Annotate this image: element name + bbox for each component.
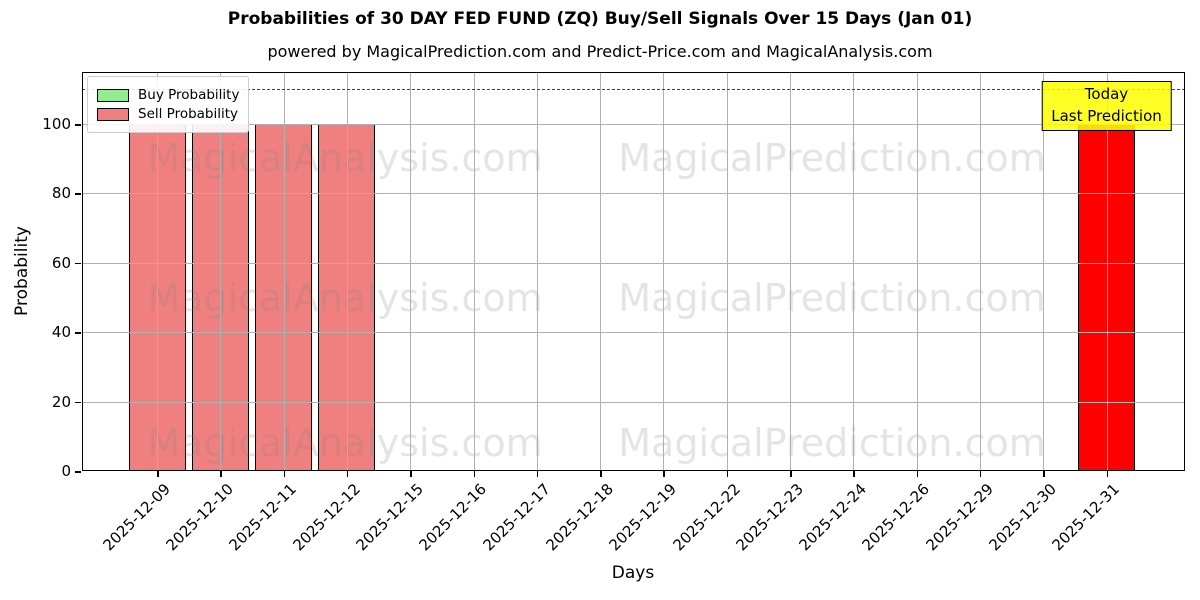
- y-tick-label: 40: [51, 323, 71, 342]
- watermark: MagicalAnalysis.com: [147, 276, 543, 320]
- plot-area: Buy Probability Sell Probability Today L…: [82, 72, 1185, 471]
- x-tick-label: 2025-12-17: [479, 480, 554, 555]
- x-tick-mark: [979, 471, 982, 477]
- annotation-line-2: Last Prediction: [1051, 106, 1162, 125]
- x-tick-label: 2025-12-29: [922, 480, 997, 555]
- x-tick-label: 2025-12-23: [732, 480, 807, 555]
- x-axis-label: Days: [611, 563, 655, 583]
- x-tick-mark: [1106, 471, 1108, 477]
- x-tick-label: 2025-12-24: [795, 480, 871, 555]
- legend-item-sell: Sell Probability: [97, 106, 239, 122]
- chart-subtitle: powered by MagicalPrediction.com and Pre…: [267, 42, 933, 61]
- x-tick-mark: [663, 471, 665, 477]
- legend-label-buy: Buy Probability: [138, 87, 240, 103]
- y-tick-mark: [75, 262, 81, 265]
- x-gridline: [663, 72, 665, 471]
- y-tick-label: 20: [51, 392, 71, 411]
- x-tick-mark: [536, 471, 539, 477]
- y-gridline: [82, 124, 1185, 126]
- x-gridline: [979, 72, 981, 471]
- x-gridline: [157, 72, 158, 471]
- y-tick-mark: [75, 401, 81, 404]
- x-tick-label: 2025-12-09: [99, 480, 174, 555]
- x-gridline: [853, 72, 855, 471]
- sell-probability-swatch: [97, 107, 129, 121]
- x-tick-label: 2025-12-18: [542, 480, 617, 555]
- watermark: MagicalPrediction.com: [618, 136, 1046, 180]
- y-tick-label: 100: [42, 115, 71, 134]
- watermark: MagicalPrediction.com: [618, 421, 1046, 465]
- y-tick-mark: [75, 124, 81, 126]
- x-tick-mark: [600, 471, 602, 477]
- x-tick-mark: [790, 471, 792, 477]
- x-tick-label: 2025-12-15: [352, 480, 427, 555]
- x-tick-label: 2025-12-31: [1048, 480, 1124, 555]
- x-tick-mark: [220, 471, 222, 477]
- x-tick-mark: [346, 471, 349, 477]
- x-gridline: [536, 72, 538, 471]
- chart-title: Probabilities of 30 DAY FED FUND (ZQ) Bu…: [227, 9, 973, 29]
- x-tick-mark: [1043, 471, 1045, 477]
- watermark: MagicalAnalysis.com: [147, 421, 543, 465]
- annotation-line-1: Today: [1084, 85, 1129, 103]
- legend: Buy Probability Sell Probability: [87, 76, 250, 133]
- legend-item-buy: Buy Probability: [97, 87, 239, 103]
- x-tick-mark: [410, 471, 412, 477]
- y-tick-label: 80: [51, 184, 71, 203]
- x-gridline: [346, 72, 348, 471]
- x-gridline: [790, 72, 791, 471]
- dashed-threshold-line: [82, 89, 1185, 91]
- x-gridline: [726, 72, 728, 471]
- y-gridline: [82, 332, 1185, 334]
- x-tick-label: 2025-12-30: [985, 480, 1060, 555]
- x-gridline: [410, 72, 412, 471]
- y-tick-label: 60: [51, 253, 71, 272]
- x-tick-mark: [853, 471, 855, 477]
- y-tick-mark: [75, 471, 81, 473]
- y-gridline: [82, 193, 1185, 195]
- y-gridline: [82, 401, 1185, 403]
- x-tick-mark: [916, 471, 919, 477]
- y-tick-mark: [75, 332, 81, 334]
- buy-probability-swatch: [97, 88, 129, 102]
- x-tick-label: 2025-12-11: [225, 480, 301, 555]
- x-tick-mark: [473, 471, 475, 477]
- y-axis-label: Probability: [12, 226, 32, 316]
- x-gridline: [283, 72, 285, 471]
- x-gridline: [600, 72, 602, 471]
- x-tick-label: 2025-12-10: [162, 480, 238, 555]
- x-gridline: [916, 72, 918, 471]
- legend-label-sell: Sell Probability: [138, 106, 239, 122]
- x-tick-mark: [283, 471, 286, 477]
- x-tick-label: 2025-12-16: [415, 480, 491, 555]
- x-tick-mark: [157, 471, 159, 477]
- y-tick-mark: [75, 193, 81, 195]
- x-gridline: [220, 72, 222, 471]
- x-gridline: [1043, 72, 1045, 471]
- y-tick-label: 0: [61, 462, 71, 480]
- today-annotation: Today Last Prediction: [1041, 81, 1172, 131]
- x-tick-label: 2025-12-19: [605, 480, 681, 555]
- x-tick-mark: [726, 471, 729, 477]
- y-gridline: [82, 262, 1185, 264]
- watermark: MagicalAnalysis.com: [147, 136, 543, 180]
- x-tick-label: 2025-12-22: [669, 480, 744, 555]
- x-tick-label: 2025-12-26: [858, 480, 934, 555]
- x-gridline: [473, 72, 475, 471]
- watermark: MagicalPrediction.com: [618, 276, 1046, 320]
- x-tick-label: 2025-12-12: [289, 480, 364, 555]
- x-gridline: [1106, 72, 1108, 471]
